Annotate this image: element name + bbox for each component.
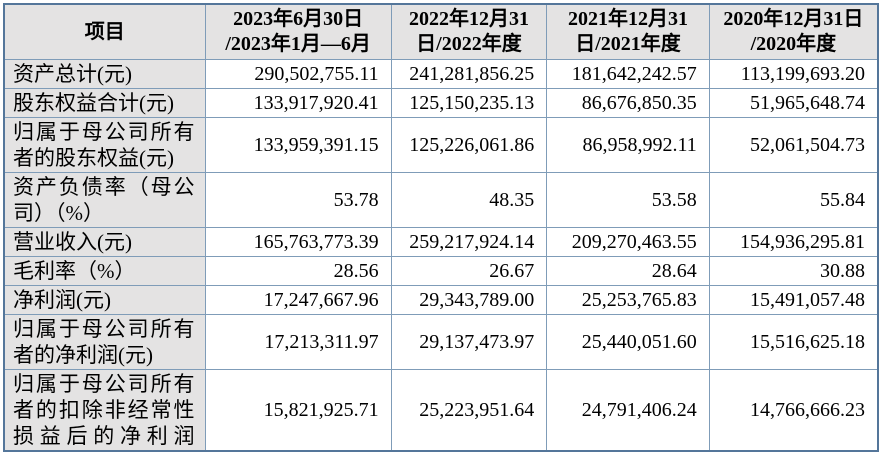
cell-value: 259,217,924.14 (390, 227, 548, 257)
table-row: 股东权益合计(元) 133,917,920.41 125,150,235.13 86,… (3, 88, 879, 118)
cell-value: 28.56 (204, 256, 392, 286)
financial-summary-table: 项目 2023年6月30日 /2023年1月—6月 2022年12月31 日/202… (3, 3, 879, 452)
table-row: 归属于母公司所有者的股东权益(元) 133,959,391.15 125,226,0… (3, 117, 879, 173)
cell-value: 209,270,463.55 (546, 227, 710, 257)
cell-value: 52,061,504.73 (708, 117, 879, 173)
cell-value: 15,516,625.18 (708, 314, 879, 370)
row-label: 股东权益合计(元) (3, 88, 206, 118)
cell-value: 51,965,648.74 (708, 88, 879, 118)
cell-value: 25,253,765.83 (546, 285, 710, 315)
cell-value: 125,150,235.13 (390, 88, 548, 118)
table-row: 毛利率（%） 28.56 26.67 28.64 30.88 (3, 256, 879, 286)
table-row: 归属于母公司所有者的净利润(元) 17,213,311.97 29,137,473.… (3, 314, 879, 370)
cell-value: 53.78 (204, 172, 392, 228)
cell-value: 86,676,850.35 (546, 88, 710, 118)
cell-value: 15,491,057.48 (708, 285, 879, 315)
cell-value: 55.84 (708, 172, 879, 228)
column-header: 2023年6月30日 /2023年1月—6月 (204, 3, 392, 60)
cell-value: 29,343,789.00 (390, 285, 548, 315)
table-row: 净利润(元) 17,247,667.96 29,343,789.00 25,253,7… (3, 285, 879, 315)
cell-value: 86,958,992.11 (546, 117, 710, 173)
cell-value: 241,281,856.25 (390, 59, 548, 89)
row-label: 净利润(元) (3, 285, 206, 315)
cell-value: 26.67 (390, 256, 548, 286)
cell-value: 17,213,311.97 (204, 314, 392, 370)
cell-value: 24,791,406.24 (546, 369, 710, 452)
table-header: 项目 2023年6月30日 /2023年1月—6月 2022年12月31 日/202… (3, 3, 879, 60)
column-header: 项目 (3, 3, 206, 60)
row-label: 资产总计(元) (3, 59, 206, 89)
row-label: 毛利率（%） (3, 256, 206, 286)
cell-value: 125,226,061.86 (390, 117, 548, 173)
cell-value: 154,936,295.81 (708, 227, 879, 257)
cell-value: 133,917,920.41 (204, 88, 392, 118)
cell-value: 53.58 (546, 172, 710, 228)
column-header: 2020年12月31日 /2020年度 (708, 3, 879, 60)
header-row: 项目 2023年6月30日 /2023年1月—6月 2022年12月31 日/202… (3, 3, 879, 60)
table-body: 资产总计(元) 290,502,755.11 241,281,856.25 181,6… (3, 59, 879, 452)
row-label: 归属于母公司所有者的净利润(元) (3, 314, 206, 370)
cell-value: 133,959,391.15 (204, 117, 392, 173)
cell-value: 17,247,667.96 (204, 285, 392, 315)
cell-value: 25,223,951.64 (390, 369, 548, 452)
cell-value: 113,199,693.20 (708, 59, 879, 89)
row-label: 归属于母公司所有者的扣除非经常性损益后的净利润 (3, 369, 206, 452)
table-row: 资产负债率（母公司）（%） 53.78 48.35 53.58 55.84 (3, 172, 879, 228)
cell-value: 29,137,473.97 (390, 314, 548, 370)
cell-value: 28.64 (546, 256, 710, 286)
column-header: 2021年12月31 日/2021年度 (546, 3, 710, 60)
row-label: 资产负债率（母公司）（%） (3, 172, 206, 228)
row-label: 营业收入(元) (3, 227, 206, 257)
table-row: 营业收入(元) 165,763,773.39 259,217,924.14 209,2… (3, 227, 879, 257)
cell-value: 30.88 (708, 256, 879, 286)
cell-value: 48.35 (390, 172, 548, 228)
cell-value: 15,821,925.71 (204, 369, 392, 452)
cell-value: 165,763,773.39 (204, 227, 392, 257)
row-label: 归属于母公司所有者的股东权益(元) (3, 117, 206, 173)
column-header: 2022年12月31 日/2022年度 (390, 3, 548, 60)
table-row: 归属于母公司所有者的扣除非经常性损益后的净利润 15,821,925.71 25,2… (3, 369, 879, 452)
cell-value: 181,642,242.57 (546, 59, 710, 89)
table-row: 资产总计(元) 290,502,755.11 241,281,856.25 181,6… (3, 59, 879, 89)
cell-value: 14,766,666.23 (708, 369, 879, 452)
cell-value: 25,440,051.60 (546, 314, 710, 370)
cell-value: 290,502,755.11 (204, 59, 392, 89)
